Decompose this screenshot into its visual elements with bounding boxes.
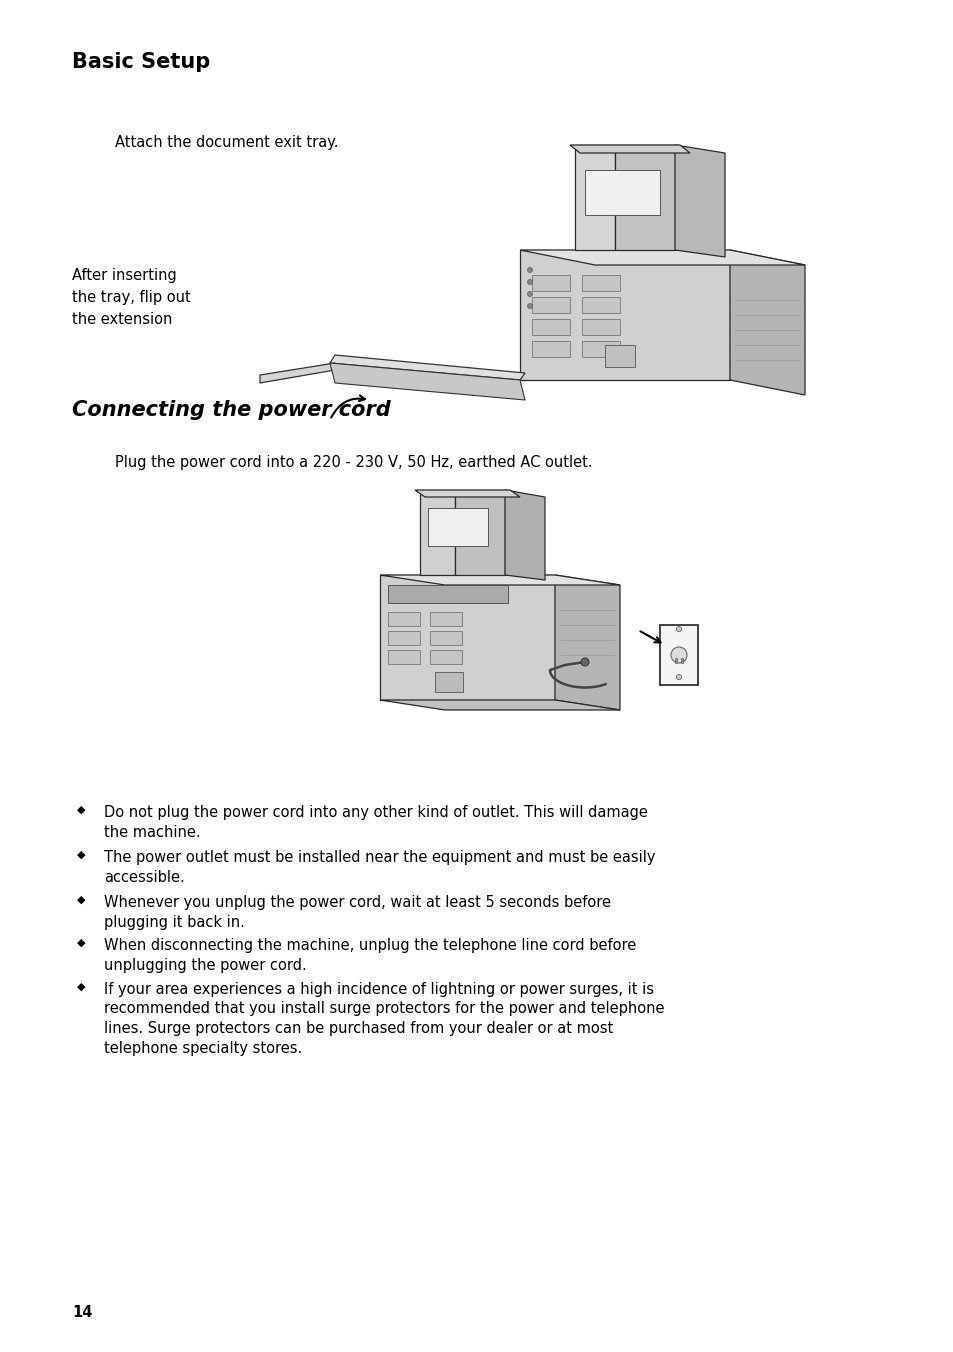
Text: unplugging the power cord.: unplugging the power cord. xyxy=(104,957,307,972)
Polygon shape xyxy=(260,362,335,383)
Polygon shape xyxy=(519,250,729,380)
Polygon shape xyxy=(379,575,619,585)
Text: lines. Surge protectors can be purchased from your dealer or at most: lines. Surge protectors can be purchased… xyxy=(104,1021,613,1036)
Circle shape xyxy=(527,303,532,308)
Circle shape xyxy=(676,626,680,631)
Polygon shape xyxy=(330,356,524,380)
Bar xyxy=(532,274,569,291)
Text: Do not plug the power cord into any other kind of outlet. This will damage: Do not plug the power cord into any othe… xyxy=(104,804,647,821)
Text: ◆: ◆ xyxy=(77,982,86,992)
Text: plugging it back in.: plugging it back in. xyxy=(104,914,245,930)
Polygon shape xyxy=(455,489,504,575)
Text: the tray, flip out: the tray, flip out xyxy=(71,289,191,306)
Bar xyxy=(659,625,698,685)
Text: recommended that you install surge protectors for the power and telephone: recommended that you install surge prote… xyxy=(104,1002,664,1017)
Polygon shape xyxy=(675,145,724,257)
Polygon shape xyxy=(729,250,804,395)
Text: Attach the document exit tray.: Attach the document exit tray. xyxy=(115,135,338,150)
Text: Whenever you unplug the power cord, wait at least 5 seconds before: Whenever you unplug the power cord, wait… xyxy=(104,895,610,910)
Bar xyxy=(430,612,461,626)
Bar xyxy=(388,631,419,645)
Text: Connecting the power cord: Connecting the power cord xyxy=(71,400,391,420)
Polygon shape xyxy=(519,250,804,265)
Text: After inserting: After inserting xyxy=(71,268,176,283)
Text: the extension: the extension xyxy=(71,312,172,327)
Polygon shape xyxy=(575,145,615,250)
Bar xyxy=(388,650,419,664)
Text: If your area experiences a high incidence of lightning or power surges, it is: If your area experiences a high incidenc… xyxy=(104,982,654,996)
Text: telephone specialty stores.: telephone specialty stores. xyxy=(104,1041,302,1056)
Polygon shape xyxy=(555,575,619,710)
Circle shape xyxy=(580,658,588,667)
Polygon shape xyxy=(569,145,689,153)
Circle shape xyxy=(527,292,532,296)
Polygon shape xyxy=(615,145,675,250)
Polygon shape xyxy=(330,362,524,400)
Bar xyxy=(435,672,462,692)
Text: Basic Setup: Basic Setup xyxy=(71,51,210,72)
Bar xyxy=(532,341,569,357)
Circle shape xyxy=(676,675,680,680)
Text: 14: 14 xyxy=(71,1305,92,1320)
Polygon shape xyxy=(415,489,519,498)
Text: ◆: ◆ xyxy=(77,938,86,948)
Text: ◆: ◆ xyxy=(77,895,86,904)
Bar xyxy=(430,631,461,645)
Text: The power outlet must be installed near the equipment and must be easily: The power outlet must be installed near … xyxy=(104,850,655,865)
Text: ◆: ◆ xyxy=(77,850,86,860)
Polygon shape xyxy=(504,489,544,580)
Circle shape xyxy=(670,648,686,662)
Polygon shape xyxy=(419,489,455,575)
Bar xyxy=(581,297,619,314)
Circle shape xyxy=(527,268,532,273)
Bar xyxy=(388,585,507,603)
Circle shape xyxy=(527,280,532,284)
Text: the machine.: the machine. xyxy=(104,825,200,840)
Bar xyxy=(430,650,461,664)
Bar xyxy=(581,319,619,335)
Polygon shape xyxy=(379,575,555,700)
Bar xyxy=(584,170,659,215)
Text: ◆: ◆ xyxy=(77,804,86,815)
Text: accessible.: accessible. xyxy=(104,869,185,884)
Bar xyxy=(604,345,635,366)
Bar xyxy=(581,274,619,291)
Bar xyxy=(428,508,488,546)
Bar xyxy=(674,658,677,664)
Bar xyxy=(680,658,682,664)
Text: Plug the power cord into a 220 - 230 V, 50 Hz, earthed AC outlet.: Plug the power cord into a 220 - 230 V, … xyxy=(115,456,592,470)
Bar xyxy=(581,341,619,357)
Polygon shape xyxy=(379,700,619,710)
Text: When disconnecting the machine, unplug the telephone line cord before: When disconnecting the machine, unplug t… xyxy=(104,938,636,953)
Bar xyxy=(388,612,419,626)
Bar xyxy=(532,297,569,314)
Bar xyxy=(532,319,569,335)
